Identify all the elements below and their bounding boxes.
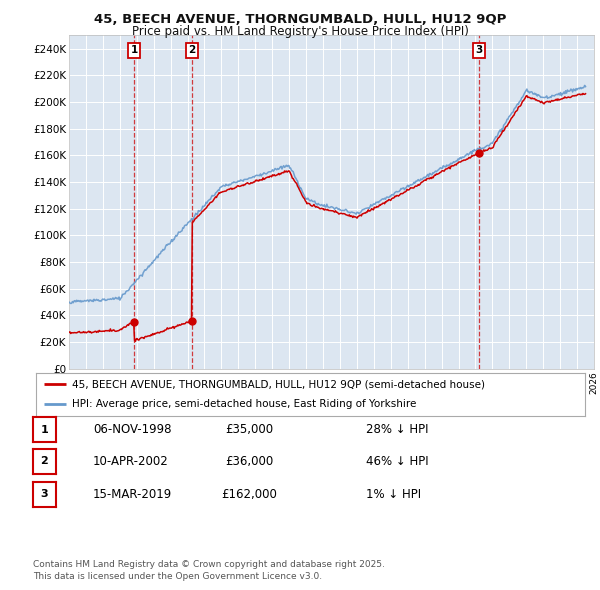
Text: £162,000: £162,000	[221, 488, 277, 501]
Text: 28% ↓ HPI: 28% ↓ HPI	[366, 423, 428, 436]
Text: 1% ↓ HPI: 1% ↓ HPI	[366, 488, 421, 501]
Text: 1: 1	[41, 425, 48, 434]
Text: 45, BEECH AVENUE, THORNGUMBALD, HULL, HU12 9QP (semi-detached house): 45, BEECH AVENUE, THORNGUMBALD, HULL, HU…	[71, 379, 485, 389]
Text: £36,000: £36,000	[225, 455, 273, 468]
Text: 2: 2	[188, 45, 196, 55]
Text: Price paid vs. HM Land Registry's House Price Index (HPI): Price paid vs. HM Land Registry's House …	[131, 25, 469, 38]
Text: 3: 3	[475, 45, 482, 55]
Text: £35,000: £35,000	[225, 423, 273, 436]
Text: 1: 1	[131, 45, 138, 55]
Text: 15-MAR-2019: 15-MAR-2019	[93, 488, 172, 501]
Text: 2: 2	[41, 457, 48, 466]
Text: HPI: Average price, semi-detached house, East Riding of Yorkshire: HPI: Average price, semi-detached house,…	[71, 399, 416, 409]
Text: 06-NOV-1998: 06-NOV-1998	[93, 423, 172, 436]
Text: 3: 3	[41, 490, 48, 499]
Text: Contains HM Land Registry data © Crown copyright and database right 2025.
This d: Contains HM Land Registry data © Crown c…	[33, 560, 385, 581]
Text: 46% ↓ HPI: 46% ↓ HPI	[366, 455, 428, 468]
Text: 45, BEECH AVENUE, THORNGUMBALD, HULL, HU12 9QP: 45, BEECH AVENUE, THORNGUMBALD, HULL, HU…	[94, 13, 506, 26]
Text: 10-APR-2002: 10-APR-2002	[93, 455, 169, 468]
